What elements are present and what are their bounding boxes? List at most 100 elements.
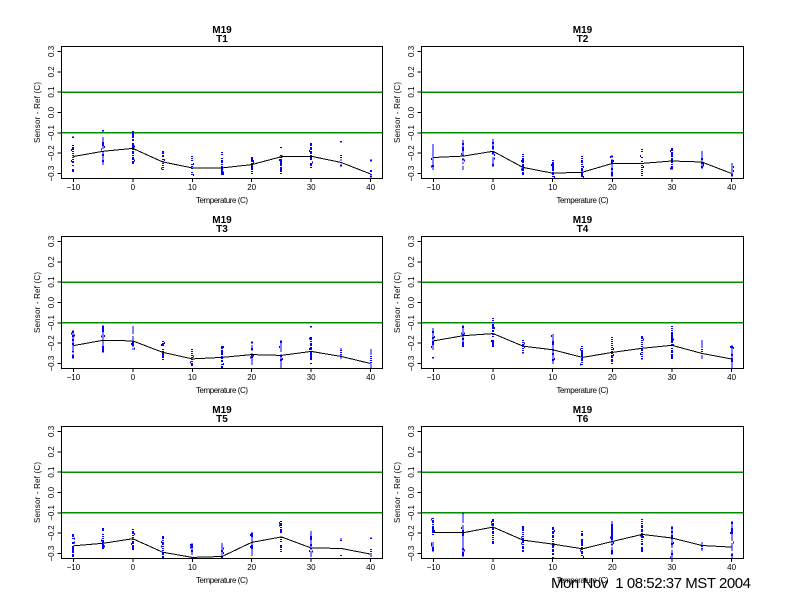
svg-text:0.3: 0.3 <box>407 45 416 57</box>
svg-text:10: 10 <box>548 373 557 382</box>
svg-text:Sensor - Ref (C): Sensor - Ref (C) <box>33 82 42 143</box>
svg-text:M19: M19 <box>212 405 232 416</box>
svg-text:0.1: 0.1 <box>407 466 416 478</box>
svg-text:T3: T3 <box>216 224 228 235</box>
svg-text:0.2: 0.2 <box>407 66 416 78</box>
svg-text:0: 0 <box>131 183 136 192</box>
svg-text:0.1: 0.1 <box>47 86 56 98</box>
svg-text:0.3: 0.3 <box>47 425 56 437</box>
svg-text:10: 10 <box>188 563 197 572</box>
svg-text:30: 30 <box>667 563 676 572</box>
svg-text:0: 0 <box>491 563 496 572</box>
svg-text:0.3: 0.3 <box>47 235 56 247</box>
svg-text:0.2: 0.2 <box>407 256 416 268</box>
svg-text:0.3: 0.3 <box>407 235 416 247</box>
svg-text:40: 40 <box>727 183 736 192</box>
svg-text:M19: M19 <box>573 405 593 416</box>
svg-text:30: 30 <box>307 183 316 192</box>
svg-text:−0.1: −0.1 <box>47 124 56 140</box>
svg-text:0: 0 <box>131 563 136 572</box>
svg-text:0.1: 0.1 <box>47 276 56 288</box>
svg-text:Sensor - Ref (C): Sensor - Ref (C) <box>393 462 402 523</box>
svg-text:Sensor - Ref (C): Sensor - Ref (C) <box>33 272 42 333</box>
svg-text:10: 10 <box>548 563 557 572</box>
svg-text:0: 0 <box>131 373 136 382</box>
svg-text:−10: −10 <box>67 563 81 572</box>
svg-text:T4: T4 <box>577 224 589 235</box>
svg-text:−10: −10 <box>427 373 441 382</box>
svg-text:−10: −10 <box>427 563 441 572</box>
svg-text:0: 0 <box>491 373 496 382</box>
svg-text:−0.1: −0.1 <box>407 504 416 520</box>
svg-text:Temperature (C): Temperature (C) <box>557 386 609 395</box>
svg-text:Temperature (C): Temperature (C) <box>196 196 248 205</box>
svg-text:0.0: 0.0 <box>47 296 56 308</box>
svg-text:Temperature (C): Temperature (C) <box>557 576 609 585</box>
svg-text:Temperature (C): Temperature (C) <box>557 196 609 205</box>
svg-text:0.0: 0.0 <box>407 486 416 498</box>
svg-text:−0.1: −0.1 <box>407 124 416 140</box>
svg-text:0.1: 0.1 <box>407 86 416 98</box>
svg-text:40: 40 <box>366 183 375 192</box>
svg-text:Sensor - Ref (C): Sensor - Ref (C) <box>393 82 402 143</box>
svg-text:0.2: 0.2 <box>47 256 56 268</box>
svg-text:0.1: 0.1 <box>47 466 56 478</box>
svg-text:T1: T1 <box>216 34 228 45</box>
svg-text:−0.3: −0.3 <box>47 545 56 561</box>
svg-text:10: 10 <box>188 373 197 382</box>
svg-text:−0.1: −0.1 <box>407 314 416 330</box>
svg-text:−0.2: −0.2 <box>47 335 56 351</box>
svg-text:M19: M19 <box>212 25 232 36</box>
svg-text:20: 20 <box>247 563 256 572</box>
svg-text:M19: M19 <box>212 215 232 226</box>
svg-text:20: 20 <box>608 563 617 572</box>
svg-text:Temperature (C): Temperature (C) <box>196 386 248 395</box>
svg-text:−0.3: −0.3 <box>47 355 56 371</box>
svg-text:40: 40 <box>727 373 736 382</box>
svg-text:0.0: 0.0 <box>47 106 56 118</box>
svg-text:20: 20 <box>247 183 256 192</box>
svg-text:−10: −10 <box>427 183 441 192</box>
svg-text:30: 30 <box>307 563 316 572</box>
svg-text:M19: M19 <box>573 215 593 226</box>
svg-text:0.3: 0.3 <box>407 425 416 437</box>
svg-text:−0.1: −0.1 <box>47 504 56 520</box>
svg-text:40: 40 <box>727 563 736 572</box>
svg-text:20: 20 <box>247 373 256 382</box>
svg-text:30: 30 <box>307 373 316 382</box>
svg-text:T6: T6 <box>577 414 589 425</box>
svg-text:−0.2: −0.2 <box>47 525 56 541</box>
svg-text:40: 40 <box>366 563 375 572</box>
svg-text:0: 0 <box>491 183 496 192</box>
svg-text:Temperature (C): Temperature (C) <box>196 576 248 585</box>
svg-text:M19: M19 <box>573 25 593 36</box>
svg-text:30: 30 <box>667 183 676 192</box>
svg-text:40: 40 <box>366 373 375 382</box>
svg-text:−0.2: −0.2 <box>47 145 56 161</box>
svg-text:Mon Nov 1 08:52:37 MST 2004: Mon Nov 1 08:52:37 MST 2004 <box>551 575 751 592</box>
svg-text:30: 30 <box>667 373 676 382</box>
svg-text:Sensor - Ref (C): Sensor - Ref (C) <box>33 462 42 523</box>
svg-text:−0.1: −0.1 <box>47 314 56 330</box>
svg-text:−0.3: −0.3 <box>407 165 416 181</box>
svg-text:T5: T5 <box>216 414 228 425</box>
svg-text:10: 10 <box>548 183 557 192</box>
svg-text:10: 10 <box>188 183 197 192</box>
svg-text:20: 20 <box>608 183 617 192</box>
svg-text:0.2: 0.2 <box>47 446 56 458</box>
svg-text:−10: −10 <box>67 183 81 192</box>
svg-text:0.2: 0.2 <box>407 446 416 458</box>
svg-text:−0.2: −0.2 <box>407 525 416 541</box>
svg-text:−0.3: −0.3 <box>407 355 416 371</box>
svg-text:0.0: 0.0 <box>407 106 416 118</box>
svg-text:−10: −10 <box>67 373 81 382</box>
svg-text:0.2: 0.2 <box>47 66 56 78</box>
svg-text:0.1: 0.1 <box>407 276 416 288</box>
svg-text:−0.2: −0.2 <box>407 145 416 161</box>
svg-text:20: 20 <box>608 373 617 382</box>
svg-text:0.3: 0.3 <box>47 45 56 57</box>
svg-text:T2: T2 <box>577 34 589 45</box>
svg-text:−0.2: −0.2 <box>407 335 416 351</box>
svg-text:−0.3: −0.3 <box>47 165 56 181</box>
svg-text:0.0: 0.0 <box>407 296 416 308</box>
